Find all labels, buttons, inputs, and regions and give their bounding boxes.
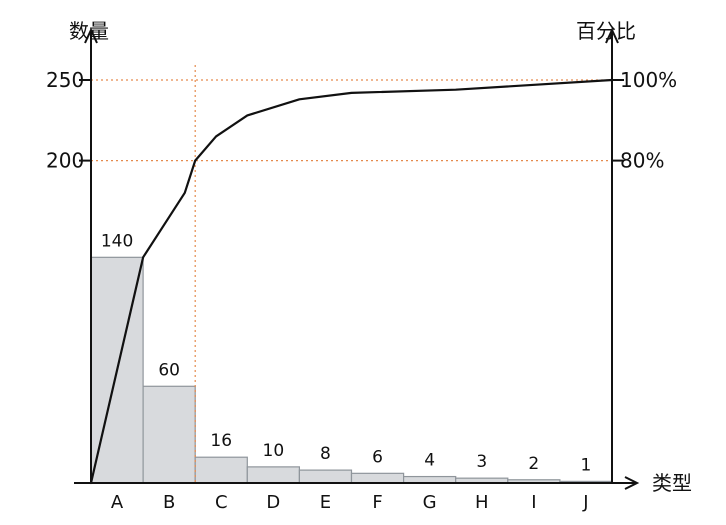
axis-layer: [74, 27, 640, 490]
x-tick-label-d: D: [266, 492, 280, 513]
y-axis-title: 数量: [69, 19, 109, 43]
x-axis-arrow: [624, 476, 640, 490]
cumulative-percentage-line: [89, 78, 614, 485]
bar-value-label-c: 16: [210, 431, 232, 451]
x-tick-label-c: C: [215, 492, 228, 513]
bar-value-label-e: 8: [320, 444, 331, 464]
bar-value-label-i: 2: [528, 454, 539, 474]
x-tick-label-e: E: [320, 492, 331, 513]
cumulative-line-layer: [89, 78, 614, 485]
bar-value-label-a: 140: [101, 231, 133, 251]
right-axis-arrow: [605, 27, 619, 44]
bar-value-label-f: 6: [372, 447, 383, 467]
y2-axis-title: 百分比: [576, 19, 636, 43]
left-tick-label-200: 200: [46, 149, 84, 173]
reference-lines-layer: [91, 65, 612, 483]
left-tick-label-250: 250: [46, 68, 84, 92]
bar-f: [350, 472, 405, 484]
bar-d: [246, 466, 301, 484]
bar-value-label-j: 1: [581, 455, 592, 475]
bar-c: [194, 456, 248, 484]
right-tick-label-1: 100%: [620, 68, 677, 92]
left-axis-arrow: [84, 27, 98, 44]
bar-value-label-d: 10: [263, 441, 285, 461]
x-tick-label-h: H: [475, 492, 489, 513]
x-tick-label-b: B: [163, 492, 175, 513]
bar-b: [142, 385, 196, 484]
x-tick-label-i: I: [531, 492, 536, 513]
x-tick-label-f: F: [372, 492, 382, 513]
x-tick-label-j: J: [582, 492, 588, 513]
bar-value-label-b: 60: [158, 360, 180, 380]
bar-value-label-h: 3: [476, 452, 487, 472]
text-layer: 140 A 60 B 16 C 10 D 8 E 6 F 4 G 3 H 2 I 1 J 200 250 80% 100% 数量…: [46, 19, 692, 513]
right-tick-label-0: 80%: [620, 149, 664, 173]
bar-value-label-g: 4: [424, 451, 435, 471]
x-tick-label-a: A: [111, 492, 124, 513]
x-axis-title: 类型: [652, 471, 692, 495]
x-tick-label-g: G: [423, 492, 437, 513]
bar-e: [298, 469, 353, 484]
